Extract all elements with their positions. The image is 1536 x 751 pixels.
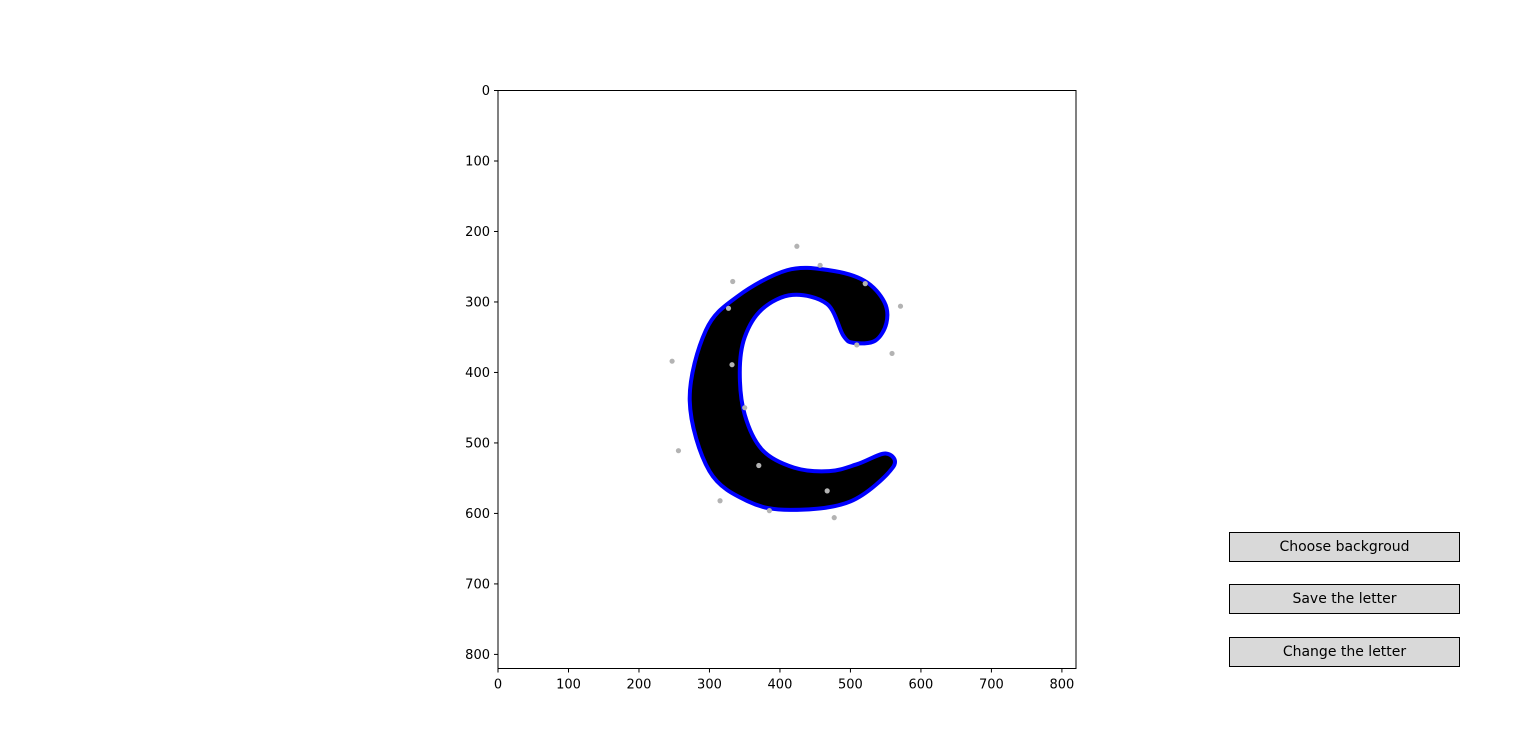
- y-tick-label: 800: [465, 648, 490, 663]
- x-tick-label: 500: [838, 678, 863, 693]
- save-letter-button[interactable]: Save the letter: [1229, 584, 1460, 614]
- plot-area[interactable]: [498, 90, 1076, 669]
- control-point[interactable]: [897, 303, 904, 309]
- control-point[interactable]: [729, 362, 735, 368]
- x-tick-label: 300: [697, 678, 722, 693]
- letter-shape[interactable]: [687, 265, 897, 512]
- y-tick-label: 600: [465, 507, 490, 522]
- choose-background-button[interactable]: Choose backgroud: [1229, 532, 1460, 562]
- control-point[interactable]: [669, 358, 675, 364]
- x-tick-label: 600: [909, 678, 934, 693]
- x-tick-label: 200: [627, 678, 652, 693]
- control-points[interactable]: [669, 243, 904, 521]
- control-point[interactable]: [717, 498, 723, 504]
- control-point[interactable]: [889, 350, 895, 357]
- control-point[interactable]: [854, 342, 860, 348]
- x-tick-label: 400: [768, 678, 793, 693]
- x-tick-label: 0: [494, 678, 502, 693]
- change-letter-button[interactable]: Change the letter: [1229, 637, 1460, 667]
- x-tick-label: 700: [979, 678, 1004, 693]
- control-point[interactable]: [742, 405, 748, 411]
- y-tick-label: 100: [465, 154, 490, 169]
- plot-frame: [497, 90, 1077, 669]
- x-tick-label: 100: [556, 678, 581, 693]
- control-point[interactable]: [817, 262, 823, 268]
- x-axis: 0 100 200 300 400 500 600 700 800: [494, 668, 1074, 693]
- y-tick-label: 0: [482, 84, 490, 99]
- control-point[interactable]: [794, 243, 800, 249]
- control-point[interactable]: [766, 508, 772, 514]
- letter-glyph[interactable]: [687, 265, 897, 512]
- x-tick-label: 800: [1049, 678, 1074, 693]
- control-point[interactable]: [824, 488, 830, 494]
- control-point[interactable]: [756, 462, 762, 469]
- y-tick-label: 500: [465, 436, 490, 451]
- control-point[interactable]: [725, 305, 732, 311]
- y-tick-label: 400: [465, 366, 490, 381]
- control-point[interactable]: [862, 281, 868, 287]
- control-point[interactable]: [730, 278, 736, 285]
- control-point[interactable]: [831, 515, 837, 521]
- control-point[interactable]: [675, 448, 682, 454]
- y-axis: 0 100 200 300 400 500 600 700 800: [465, 84, 498, 663]
- y-tick-label: 200: [465, 225, 490, 240]
- y-tick-label: 300: [465, 295, 490, 310]
- y-tick-label: 700: [465, 577, 490, 592]
